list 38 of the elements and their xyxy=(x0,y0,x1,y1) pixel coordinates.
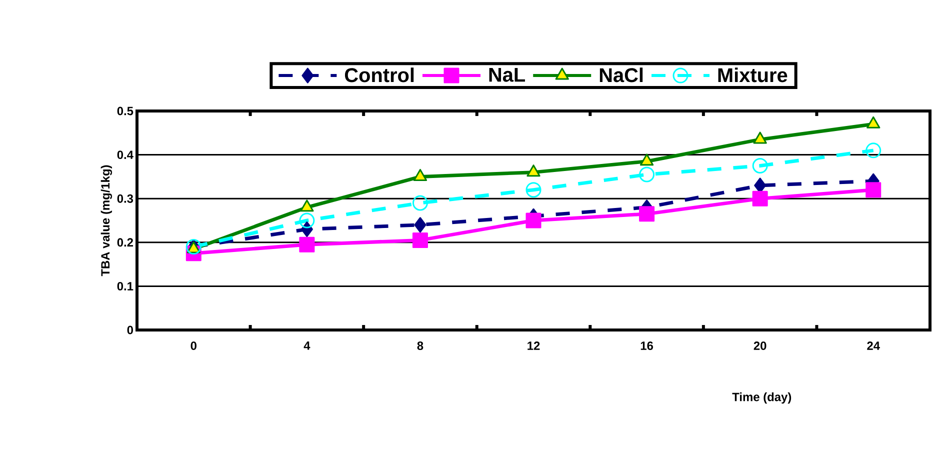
x-tick-label: 24 xyxy=(867,342,880,350)
point xyxy=(753,132,767,144)
point xyxy=(300,200,314,212)
y-axis-title: TBA value (mg/1kg) xyxy=(100,165,112,276)
y-tick-label: 0.3 xyxy=(117,194,134,203)
point xyxy=(866,182,882,198)
y-tick-label: 0.1 xyxy=(117,282,134,290)
x-tick-label: 20 xyxy=(754,342,766,350)
point xyxy=(299,212,315,228)
x-tick-label: 12 xyxy=(528,342,540,350)
point xyxy=(752,190,768,206)
point xyxy=(639,206,655,222)
point xyxy=(526,182,542,198)
y-tick-label: 0.4 xyxy=(117,150,134,160)
legend-label: NaCl xyxy=(600,68,643,82)
x-tick-label: 16 xyxy=(640,342,654,350)
point xyxy=(412,232,428,248)
legend-label: Mixture xyxy=(718,68,788,82)
legend-label: Control xyxy=(344,68,414,82)
y-tick-label: 0.2 xyxy=(117,238,134,247)
point xyxy=(640,154,654,166)
point xyxy=(526,164,540,177)
point xyxy=(526,212,542,228)
point xyxy=(866,116,880,128)
point xyxy=(413,168,428,181)
x-axis-title: Time (day) xyxy=(732,392,792,404)
y-tick-label: 0.5 xyxy=(117,106,134,116)
point xyxy=(414,217,426,233)
x-tick-label: 0 xyxy=(190,342,196,350)
point xyxy=(866,142,882,158)
x-tick-label: 8 xyxy=(417,342,424,350)
point xyxy=(412,195,428,211)
legend-label: NaL xyxy=(489,68,525,82)
point xyxy=(752,158,768,174)
y-tick-label: 0 xyxy=(127,326,133,334)
point xyxy=(639,166,655,182)
x-tick-label: 4 xyxy=(304,342,310,350)
point xyxy=(299,236,315,252)
